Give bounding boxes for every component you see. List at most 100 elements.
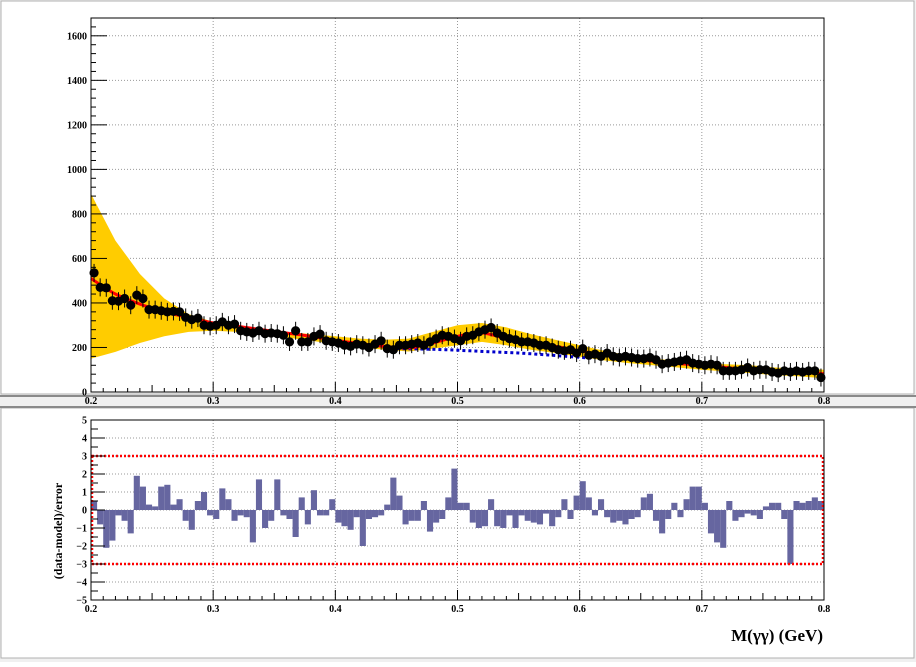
data-point	[284, 337, 295, 347]
residual-bar	[707, 510, 715, 534]
residual-bar	[567, 510, 574, 519]
x-tick-label: 0.3	[207, 396, 220, 407]
residual-bar	[463, 502, 470, 510]
residual-bar	[518, 510, 525, 516]
residual-bar	[353, 510, 360, 518]
x-tick-label: 0.5	[451, 604, 464, 615]
residual-bar	[280, 510, 287, 516]
residual-bar	[103, 510, 110, 548]
residual-bar	[323, 510, 330, 516]
residual-bar	[475, 510, 482, 528]
y-tick-label: 2	[82, 470, 87, 481]
x-tick-label: 0.5	[451, 396, 464, 407]
y-tick-label: 4	[82, 434, 87, 445]
residual-bar	[579, 481, 586, 510]
y-tick-label: 0	[82, 506, 87, 517]
residual-bar	[347, 510, 354, 530]
residual-bar	[255, 479, 263, 510]
data-point	[174, 307, 185, 317]
residual-bar	[677, 510, 684, 518]
residual-bar	[732, 510, 739, 521]
residual-bar	[591, 510, 598, 516]
residual-bar	[109, 510, 116, 541]
fit-panel-grid	[91, 18, 824, 392]
residual-bar	[378, 510, 385, 516]
residual-bar	[573, 495, 580, 510]
residual-bar	[329, 499, 336, 510]
residual-bar	[390, 477, 397, 510]
residual-bar	[268, 510, 275, 521]
residual-bar	[402, 510, 409, 525]
fit-panel-axes: 0.2 0.3 0.4 0.5 0.6 0.7 0.8 0 200 400 600 800 1000 12…	[67, 17, 830, 407]
residual-bar	[585, 497, 592, 510]
residual-bar	[225, 499, 232, 510]
residual-bar	[219, 488, 226, 510]
data-points	[89, 263, 826, 387]
residual-bar	[408, 510, 415, 521]
x-axis-label: M(γγ) (GeV)	[731, 626, 823, 645]
residual-bar	[237, 510, 244, 516]
y-tick-label: 1200	[67, 120, 87, 131]
y-tick-label: −5	[76, 596, 87, 607]
x-tick-label: 0.7	[696, 604, 709, 615]
residual-bar	[359, 510, 366, 546]
y-tick-label: −3	[76, 560, 87, 571]
residual-bar	[597, 499, 605, 510]
residual-bar	[738, 510, 745, 518]
residual-bar	[469, 510, 476, 523]
x-tick-label: 0.2	[85, 604, 98, 615]
residual-bar	[262, 510, 269, 528]
residual-bar	[750, 510, 757, 516]
data-point	[376, 336, 386, 346]
residual-bar	[769, 502, 776, 510]
residual-bar	[744, 510, 751, 514]
residual-bar	[371, 510, 379, 518]
residual-bar	[115, 510, 122, 516]
residual-bar	[817, 501, 824, 510]
data-point	[229, 319, 240, 329]
x-tick-label: 0.4	[329, 396, 342, 407]
residual-bar	[200, 492, 208, 510]
residual-bar	[536, 510, 544, 525]
data-point	[101, 283, 111, 293]
data-point	[193, 313, 203, 323]
residual-bar	[695, 486, 702, 510]
residual-bar	[426, 510, 434, 532]
background-line	[396, 347, 593, 360]
residual-bar	[634, 510, 641, 518]
residual-bar	[365, 510, 372, 519]
y-tick-label: 0	[82, 388, 87, 399]
residual-bar	[121, 510, 128, 521]
residual-bar	[683, 499, 690, 510]
y-tick-label: 200	[72, 343, 87, 354]
residual-bar	[671, 502, 678, 510]
data-point	[816, 372, 826, 383]
data-point	[126, 300, 136, 310]
y-tick-label: −2	[76, 542, 87, 553]
residual-bar	[781, 510, 788, 519]
x-tick-label: 0.2	[85, 396, 98, 407]
residual-bar	[701, 502, 708, 510]
residual-bar	[439, 510, 446, 519]
residual-bar	[188, 510, 195, 530]
residual-bar	[726, 501, 733, 510]
residual-bar	[145, 504, 153, 510]
data-point	[315, 329, 325, 339]
y-tick-label: 1600	[67, 31, 87, 42]
residual-bar	[775, 502, 782, 510]
residual-bar	[207, 510, 214, 516]
residual-bar	[91, 501, 98, 510]
residual-bar	[97, 510, 104, 525]
residual-bar	[640, 497, 647, 510]
residual-bar	[292, 510, 299, 537]
y-axis-label: (data-model)/error	[51, 482, 65, 579]
y-tick-label: 1000	[67, 165, 87, 176]
residual-bar	[628, 510, 635, 519]
y-tick-label: 3	[82, 452, 87, 463]
x-tick-label: 0.8	[818, 604, 831, 615]
residual-bar	[799, 502, 806, 510]
residual-bar	[274, 479, 281, 510]
residual-bar	[243, 510, 250, 518]
